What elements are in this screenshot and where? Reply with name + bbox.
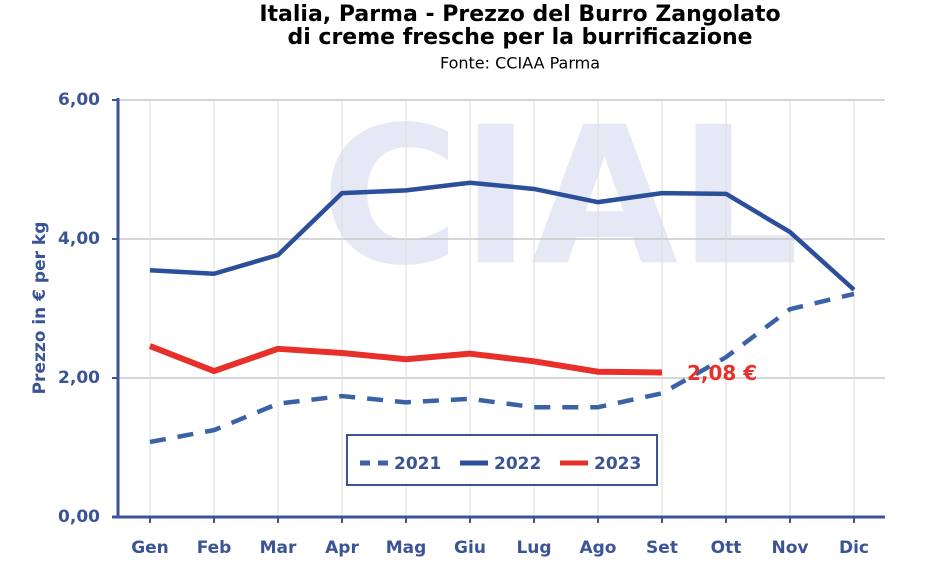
series-line (148, 343, 663, 376)
x-tick-label: Mar (260, 538, 297, 558)
chart-title: di creme fresche per la burrificazione (287, 25, 752, 50)
y-axis-label: Prezzo in € per kg (30, 222, 50, 395)
x-tick-label: Set (646, 538, 678, 558)
x-tick-label: Ott (711, 538, 742, 558)
legend-label: 2022 (494, 454, 541, 474)
legend-box (346, 434, 658, 486)
x-tick-label: Lug (516, 538, 551, 558)
y-tick-label: 0,00 (58, 507, 100, 527)
legend-label: 2021 (394, 454, 441, 474)
chart-title: Italia, Parma - Prezzo del Burro Zangola… (259, 2, 780, 27)
series-line (149, 291, 855, 445)
x-tick-label: Apr (325, 538, 359, 558)
x-tick-label: Giu (454, 538, 486, 558)
x-tick-label: Dic (839, 538, 869, 558)
value-label: 2,08 € (687, 361, 757, 385)
y-tick-label: 4,00 (58, 229, 100, 249)
chart-subtitle: Fonte: CCIAA Parma (440, 54, 600, 73)
y-tick-label: 2,00 (58, 368, 100, 388)
x-tick-label: Gen (131, 538, 169, 558)
x-tick-label: Mag (386, 538, 427, 558)
legend: 2021 2022 2023 (346, 434, 658, 486)
legend-label: 2023 (594, 454, 641, 474)
x-tick-label: Ago (579, 538, 616, 558)
y-tick-label: 6,00 (58, 90, 100, 110)
x-tick-label: Nov (772, 538, 809, 558)
x-tick-label: Feb (197, 538, 232, 558)
series-line (149, 180, 856, 292)
watermark: CIAL (321, 86, 799, 307)
